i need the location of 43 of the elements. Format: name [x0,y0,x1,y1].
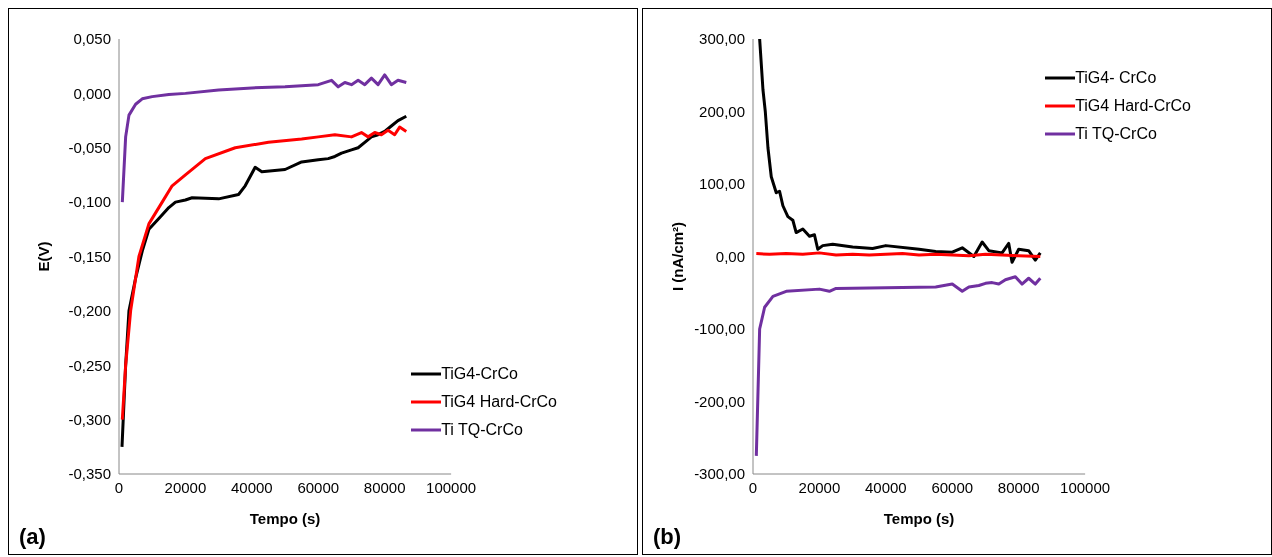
y-tick-label: -200,00 [694,392,745,410]
x-tick-label: 100000 [426,478,477,496]
legend-label: TiG4 Hard-CrCo [1075,96,1191,116]
x-tick-label: 80000 [363,478,406,496]
y-tick-label: -0,250 [68,356,111,374]
x-tick-label: 80000 [997,478,1040,496]
x-tick-label: 20000 [798,478,841,496]
y-tick-label: -0,350 [68,465,111,483]
y-tick-label: 0,00 [715,247,745,265]
line-series [754,275,1042,458]
y-axis-title: E(V) [35,241,53,272]
x-tick-label: 60000 [931,478,974,496]
line-series [120,73,408,204]
x-tick-label: 20000 [164,478,207,496]
text: (a) [19,524,46,550]
x-tick-label: 0 [748,478,758,496]
x-tick-label: 40000 [864,478,907,496]
y-tick-label: -100,00 [694,320,745,338]
y-tick-label: 0,000 [73,84,111,102]
y-axis-title: I (nA/cm²) [669,221,687,292]
legend-label: TiG4-CrCo [441,364,518,384]
line-series [758,39,1042,264]
y-tick-label: 100,00 [699,175,745,193]
text: (b) [653,524,682,550]
x-axis-title: Tempo (s) [249,510,321,527]
y-tick-label: -0,100 [68,193,111,211]
y-tick-label: 300,00 [699,30,745,48]
x-tick-label: 60000 [297,478,340,496]
y-tick-label: -0,200 [68,302,111,320]
y-tick-label: -0,150 [68,247,111,265]
x-tick-label: 100000 [1060,478,1111,496]
y-tick-label: -0,050 [68,139,111,157]
x-tick-label: 40000 [230,478,273,496]
y-tick-label: 200,00 [699,102,745,120]
y-tick-label: 0,050 [73,30,111,48]
x-axis-title: Tempo (s) [883,510,955,527]
y-tick-label: -300,00 [694,465,745,483]
legend-label: Ti TQ-CrCo [1075,124,1157,144]
legend-label: Ti TQ-CrCo [441,420,523,440]
y-tick-label: -0,300 [68,410,111,428]
x-tick-label: 0 [114,478,124,496]
legend-label: TiG4 Hard-CrCo [441,392,557,412]
legend-label: TiG4- CrCo [1075,68,1157,88]
